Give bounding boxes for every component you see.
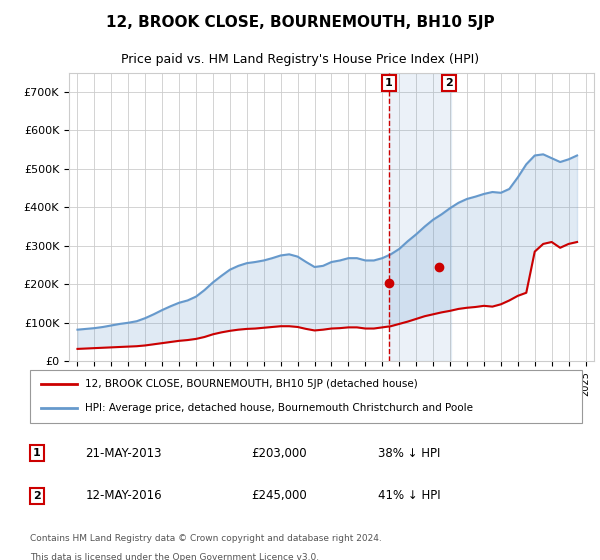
Text: 38% ↓ HPI: 38% ↓ HPI [378, 447, 440, 460]
Text: 21-MAY-2013: 21-MAY-2013 [85, 447, 162, 460]
Text: 12, BROOK CLOSE, BOURNEMOUTH, BH10 5JP: 12, BROOK CLOSE, BOURNEMOUTH, BH10 5JP [106, 15, 494, 30]
Text: 2: 2 [445, 78, 453, 88]
Text: Contains HM Land Registry data © Crown copyright and database right 2024.: Contains HM Land Registry data © Crown c… [30, 534, 382, 543]
Text: This data is licensed under the Open Government Licence v3.0.: This data is licensed under the Open Gov… [30, 553, 319, 560]
Text: 12-MAY-2016: 12-MAY-2016 [85, 489, 162, 502]
Text: 2: 2 [33, 491, 40, 501]
Text: 41% ↓ HPI: 41% ↓ HPI [378, 489, 440, 502]
Text: £203,000: £203,000 [251, 447, 307, 460]
Text: Price paid vs. HM Land Registry's House Price Index (HPI): Price paid vs. HM Land Registry's House … [121, 53, 479, 66]
Bar [389, 73, 451, 361]
Text: £245,000: £245,000 [251, 489, 307, 502]
Text: 1: 1 [33, 449, 40, 459]
Text: 1: 1 [385, 78, 392, 88]
FancyBboxPatch shape [30, 370, 582, 423]
Text: 12, BROOK CLOSE, BOURNEMOUTH, BH10 5JP (detached house): 12, BROOK CLOSE, BOURNEMOUTH, BH10 5JP (… [85, 379, 418, 389]
Text: HPI: Average price, detached house, Bournemouth Christchurch and Poole: HPI: Average price, detached house, Bour… [85, 403, 473, 413]
